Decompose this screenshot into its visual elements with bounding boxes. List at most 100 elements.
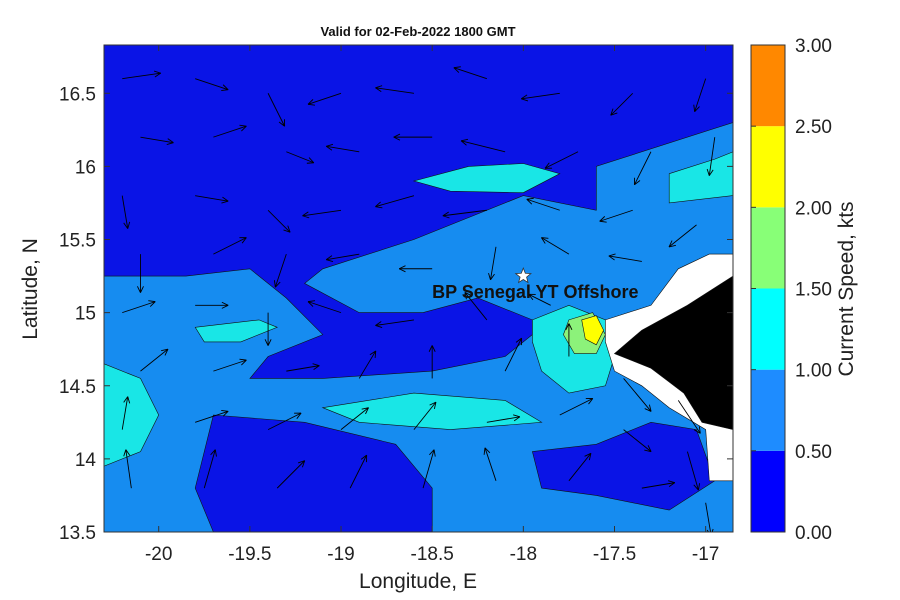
y-axis-label: Latitude, N [19,238,42,340]
y-tick-label: 14.5 [59,377,96,398]
current-vector [706,137,716,176]
current-vector [267,93,286,127]
site-marker-star [514,266,532,284]
x-tick-label: -18 [510,544,537,565]
colorbar-tick-label: 1.00 [795,361,832,382]
current-vector [273,253,287,288]
current-vector [203,449,217,489]
contour-region-1-3 [104,363,160,467]
current-vector [267,412,302,431]
current-vectors [121,66,716,532]
current-vector [286,151,315,164]
current-vector [213,124,247,138]
y-tick-label: 13.5 [59,523,96,544]
current-vector [349,454,368,489]
current-vector [195,409,229,423]
current-vector [413,401,437,430]
contour-region-0-1 [194,414,433,532]
current-vector [375,195,415,209]
current-vector [422,449,436,489]
x-tick-label: -20 [145,544,172,565]
current-vector [428,345,436,379]
current-vector [195,301,229,309]
colorbar-tick-label: 2.50 [795,117,832,138]
current-vector [267,209,291,233]
current-vector [358,350,377,379]
x-tick-label: -17.5 [593,544,636,565]
contour-region-1-0 [412,163,561,194]
contour-regions [104,45,733,532]
x-axis-label: Longitude, E [359,570,477,593]
plot-frame [103,44,734,533]
x-tick-label: -18.5 [411,544,454,565]
colorbar: 0.00 0.50 1.00 1.50 2.00 2.50 3.00 [750,36,832,544]
current-vector [623,378,652,412]
current-vector [453,66,488,80]
colorbar-tick-label: 0.00 [795,523,832,544]
current-vector [565,323,573,357]
plot-area [104,45,733,532]
current-vector [488,246,497,281]
site-marker-label: BP Senegal YT Offshore [432,282,638,302]
current-vector [195,195,229,204]
current-vector [213,358,247,372]
colorbar-swatch [751,288,785,370]
x-tick-label: -17 [692,544,719,565]
contour-region-1-5 [668,151,733,204]
current-vector [483,447,497,481]
current-vector [634,151,652,186]
y-tick-label: 15.5 [59,231,96,252]
current-vector [325,253,360,263]
chart-title: Valid for 02-Feb-2022 1800 GMT [320,24,515,39]
current-vector [486,414,521,423]
x-axis-ticks: -20 -19.5 -19 -18.5 -18 -17.5 -17 [145,45,719,565]
current-vector [464,292,488,321]
current-vector [123,449,132,489]
current-vector [504,337,523,372]
current-vector [559,398,594,416]
current-vector [398,265,433,273]
current-vector [276,460,306,489]
current-vector [521,92,560,102]
current-vector [541,237,570,255]
contour-region-3-0 [581,315,604,346]
current-vector [599,209,633,223]
current-vector [286,363,320,372]
current-vector [705,502,714,532]
current-vector [140,348,169,372]
contour-region-5-0 [613,275,733,430]
current-vector [610,92,634,116]
current-vector [393,133,433,141]
x-tick-label: -19.5 [228,544,271,565]
current-vector [568,452,592,482]
colorbar-tick-label: 0.50 [795,442,832,463]
contour-region-1-1 [194,319,279,343]
colorbar-swatch [751,45,785,127]
current-vector [623,429,652,453]
y-tick-label: 15 [75,304,96,325]
current-vector [375,85,415,94]
current-vector [122,300,156,314]
x-tick-label: -19 [327,544,354,565]
current-vector [122,70,161,80]
colorbar-swatch [751,126,785,208]
colorbar-swatch [751,369,785,451]
current-vector [325,143,360,153]
current-vector [307,300,342,314]
colorbar-tick-label: 2.00 [795,198,832,219]
current-vector [375,319,415,328]
y-tick-label: 16 [75,157,96,178]
current-vector [195,78,229,91]
colorbar-label: Current Speed, kts [835,201,858,376]
current-vector [302,209,342,219]
current-vector [340,407,369,430]
current-vector [608,253,642,262]
colorbar-swatch [751,450,785,532]
current-vector [137,254,144,293]
colorbar-tick-label: 1.50 [795,280,832,301]
current-vector [641,480,676,489]
current-vector [307,92,342,106]
colorbar-swatch [751,207,785,289]
current-vector [121,396,131,430]
